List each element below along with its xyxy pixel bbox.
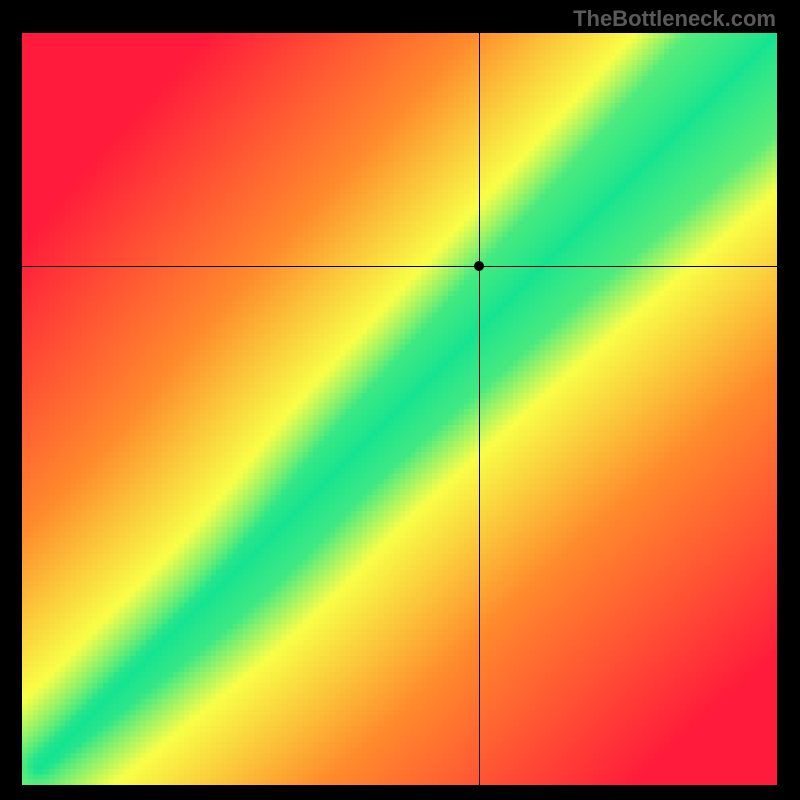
- bottleneck-heatmap: [22, 33, 777, 785]
- heatmap-canvas: [22, 33, 777, 785]
- selection-marker: [474, 261, 484, 271]
- crosshair-vertical: [479, 33, 480, 785]
- crosshair-horizontal: [22, 266, 777, 267]
- watermark-text: TheBottleneck.com: [573, 6, 776, 32]
